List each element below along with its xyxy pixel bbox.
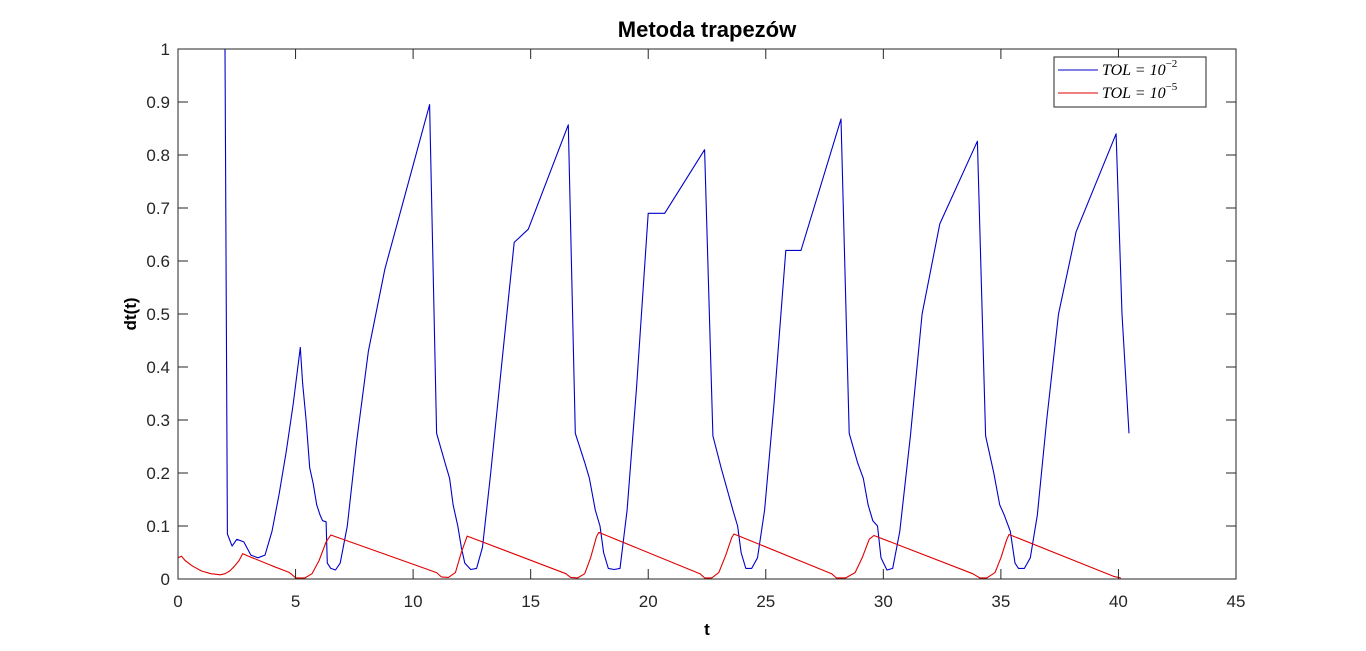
y-tick-label: 0.8 <box>146 146 170 165</box>
x-tick-label: 15 <box>521 592 540 611</box>
chart-title: Metoda trapezów <box>618 17 797 42</box>
y-tick-label: 0.5 <box>146 305 170 324</box>
x-tick-label: 5 <box>291 592 300 611</box>
y-tick-label: 0 <box>161 570 170 589</box>
legend-box <box>1053 56 1207 108</box>
x-tick-label: 10 <box>404 592 423 611</box>
y-axis-ticks: 0 0.1 0.2 0.3 0.4 0.5 0.6 0.7 0.8 0.9 1 <box>146 40 1236 589</box>
legend-entry-2: TOL = 10−5 <box>1058 81 1178 102</box>
series-line-1 <box>224 48 1130 571</box>
legend-label-2-base: TOL = 10 <box>1102 85 1166 102</box>
x-tick-label: 0 <box>173 592 182 611</box>
plot-area: 0 5 10 15 20 25 30 35 40 45 0 0.1 0.2 0.3 0.4 0.5 0.6 0.… <box>146 40 1245 611</box>
plot-background <box>178 49 1236 579</box>
legend-label-2: TOL = 10−5 <box>1102 81 1178 102</box>
x-axis-label: t <box>704 620 710 639</box>
legend-label-2-exp: −5 <box>1166 81 1178 93</box>
y-axis-label: dt(t) <box>121 297 140 330</box>
y-tick-label: 0.2 <box>146 464 170 483</box>
legend: TOL = 10−2 TOL = 10−5 <box>1053 56 1207 108</box>
y-tick-label: 0.7 <box>146 199 170 218</box>
x-tick-label: 35 <box>991 592 1010 611</box>
y-tick-label: 0.4 <box>146 358 170 377</box>
y-tick-label: 0.9 <box>146 93 170 112</box>
legend-entry-1: TOL = 10−2 <box>1058 58 1177 79</box>
legend-label-1: TOL = 10−2 <box>1102 58 1177 79</box>
legend-label-1-base: TOL = 10 <box>1102 62 1166 79</box>
series-line-2 <box>177 531 1121 579</box>
y-tick-label: 0.1 <box>146 517 170 536</box>
series-layer <box>177 48 1130 579</box>
x-tick-label: 30 <box>874 592 893 611</box>
y-tick-label: 0.3 <box>146 411 170 430</box>
x-tick-label: 20 <box>639 592 658 611</box>
x-tick-label: 45 <box>1227 592 1246 611</box>
x-axis-ticks: 0 5 10 15 20 25 30 35 40 45 <box>173 49 1245 611</box>
y-tick-label: 0.6 <box>146 252 170 271</box>
x-tick-label: 25 <box>756 592 775 611</box>
x-tick-label: 40 <box>1109 592 1128 611</box>
legend-label-1-exp: −2 <box>1166 58 1178 70</box>
y-tick-label: 1 <box>161 40 170 59</box>
